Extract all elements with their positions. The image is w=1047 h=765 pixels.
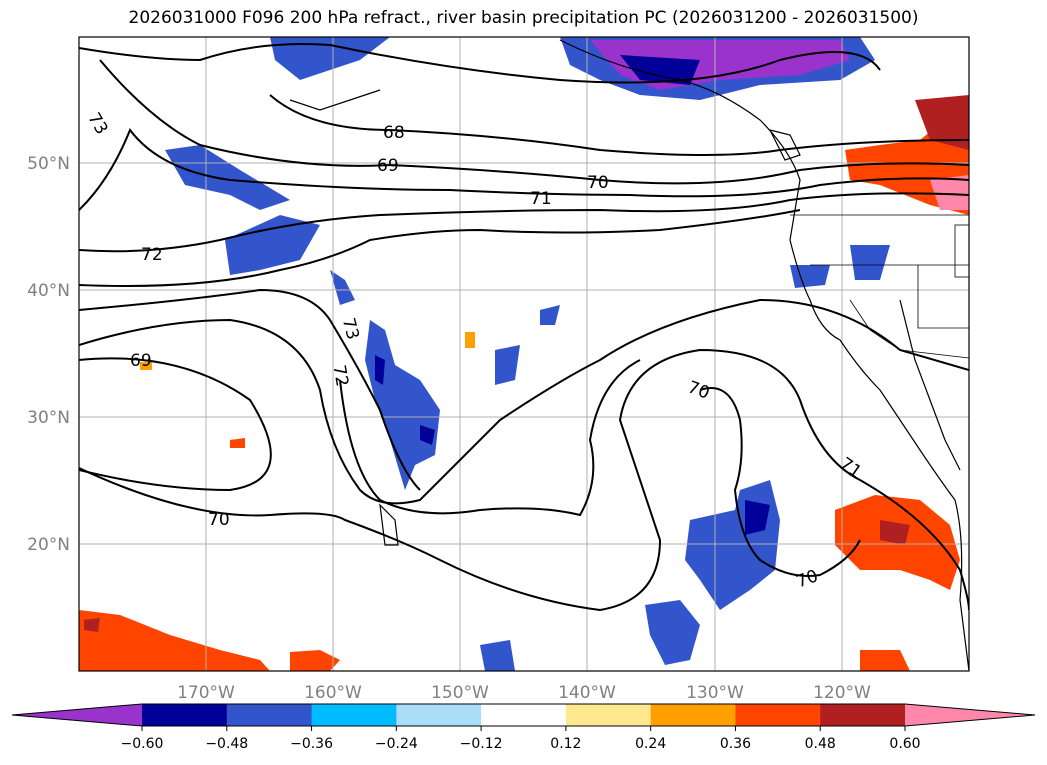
contour-label: 69	[130, 351, 152, 371]
lat-label: 20°N	[27, 535, 70, 555]
positive-anomaly-fill	[79, 95, 969, 671]
colorbar-extend-low	[12, 704, 142, 726]
colorbar-box	[565, 704, 652, 726]
colorbar-tick-label: 0.24	[635, 736, 666, 752]
colorbar-tick-label: −0.60	[121, 736, 164, 752]
colorbar-ticks: −0.60 −0.48 −0.36 −0.24 −0.12 0.12 0.24 0.36 0.4…	[121, 726, 921, 752]
colorbar-tick-label: −0.12	[460, 736, 503, 752]
borders	[790, 214, 969, 359]
lon-label: 170°W	[177, 683, 235, 703]
colorbar-tick-label: 0.36	[720, 736, 751, 752]
contour-label: 72	[141, 245, 163, 265]
colorbar-box	[142, 704, 228, 726]
negative-anomaly-fill	[165, 37, 890, 671]
colorbar-tick-label: −0.48	[205, 736, 248, 752]
colorbar-box	[650, 704, 736, 726]
lon-label: 160°W	[304, 683, 362, 703]
colorbar	[11, 703, 1036, 727]
colorbar-extend-high	[905, 704, 1035, 726]
colorbar-box	[481, 704, 567, 726]
lon-label: 130°W	[686, 683, 744, 703]
map-panel: 68 69 70 71 72 73 69 73 72 70 70 71 70	[79, 37, 969, 671]
map-title: 2026031000 F096 200 hPa refract., river …	[128, 8, 919, 28]
colorbar-tick-label: 0.12	[550, 736, 581, 752]
colorbar-box	[396, 704, 482, 726]
gridlines	[79, 37, 969, 671]
lat-axis-labels: 50°N 40°N 30°N 20°N	[27, 154, 70, 555]
colorbar-box	[820, 704, 906, 726]
colorbar-tick-label: −0.24	[375, 736, 418, 752]
lon-axis-labels: 170°W 160°W 150°W 140°W 130°W 120°W	[177, 683, 871, 703]
colorbar-box	[311, 704, 397, 726]
colorbar-tick-label: −0.36	[290, 736, 333, 752]
contour-label: 72	[328, 363, 351, 388]
contour-label: 69	[377, 156, 399, 176]
colorbar-box	[226, 704, 313, 726]
colorbar-tick-label: 0.60	[889, 736, 920, 752]
lon-label: 120°W	[813, 683, 871, 703]
coastlines	[289, 39, 969, 671]
map-frame	[78, 36, 970, 672]
refractivity-contours	[79, 43, 969, 612]
lat-label: 40°N	[27, 281, 70, 301]
contour-label: 70	[587, 173, 609, 193]
colorbar-tick-label: 0.48	[805, 736, 836, 752]
lon-label: 140°W	[558, 683, 616, 703]
contour-label: 71	[530, 189, 552, 209]
lon-label: 150°W	[431, 683, 489, 703]
contour-label: 70	[208, 510, 230, 530]
lat-label: 50°N	[27, 154, 70, 174]
contour-label: 68	[383, 123, 405, 143]
colorbar-box	[735, 704, 821, 726]
lat-label: 30°N	[27, 408, 70, 428]
